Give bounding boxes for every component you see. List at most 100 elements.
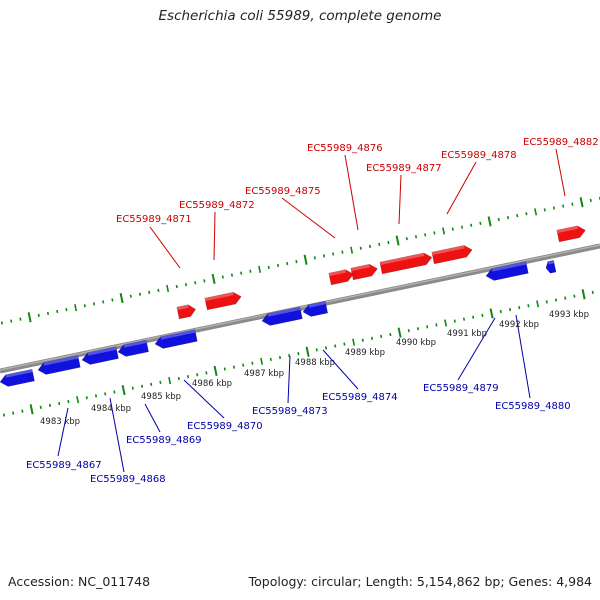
- scale-tick: [479, 221, 482, 225]
- scale-tick: [175, 284, 178, 289]
- scale-tick: [581, 289, 586, 300]
- reverse-gene-arrow: [302, 300, 329, 317]
- scale-tick: [74, 304, 78, 312]
- forward-gene-arrow: [350, 263, 378, 281]
- forward-gene-leader: [555, 148, 566, 197]
- reverse-gene-arrow: [545, 259, 557, 274]
- scale-tick: [159, 380, 162, 385]
- forward-gene-label: EC55989_4877: [366, 163, 442, 174]
- scale-tick: [506, 215, 510, 220]
- scale-tick: [286, 261, 289, 266]
- reverse-gene-leader: [457, 317, 496, 381]
- scale-tick: [472, 315, 475, 319]
- scale-tick: [361, 338, 364, 342]
- forward-gene-label: EC55989_4871: [116, 214, 192, 225]
- scale-tick: [92, 302, 96, 306]
- reverse-gene-label: EC55989_4874: [322, 392, 398, 403]
- reverse-gene-arrow: [81, 346, 119, 365]
- scale-tick: [324, 346, 328, 350]
- reverse-gene-arrow-shade: [123, 340, 147, 348]
- scale-tick: [157, 288, 160, 293]
- scale-tick: [131, 386, 134, 390]
- scale-tick: [470, 223, 473, 227]
- scale-tick: [416, 327, 420, 331]
- scale-tick: [221, 275, 224, 279]
- reverse-gene-arrow-shade: [5, 369, 33, 378]
- reverse-gene-arrow: [37, 355, 81, 375]
- scale-tick: [111, 298, 114, 302]
- scale-tick: [251, 361, 254, 365]
- scale-tick: [138, 292, 142, 296]
- scale-tick: [389, 332, 392, 337]
- scale-tick: [305, 346, 310, 357]
- forward-gene-leader: [149, 226, 181, 269]
- scale-tick: [462, 317, 466, 321]
- forward-gene-label: EC55989_4882: [523, 137, 599, 148]
- scale-tick: [499, 309, 502, 314]
- reverse-gene-label: EC55989_4873: [252, 406, 328, 417]
- scale-tick: [525, 212, 528, 216]
- scale-tick: [552, 206, 556, 210]
- scale-tick: [211, 273, 216, 285]
- forward-gene-arrow-shade: [431, 245, 465, 256]
- reverse-gene-arrow-shade: [547, 260, 555, 265]
- accession-text: Accession: NC_011748: [8, 574, 151, 589]
- scale-tick: [48, 403, 52, 408]
- scale-tick: [334, 344, 337, 348]
- kbp-label: 4990 kbp: [396, 338, 436, 348]
- reverse-gene-leader: [57, 407, 69, 457]
- scale-tick: [395, 235, 400, 246]
- scale-tick: [442, 227, 446, 235]
- scale-ticks-bottom: [2, 289, 594, 417]
- scale-tick: [579, 197, 584, 208]
- scale-tick: [444, 319, 448, 327]
- scale-tick: [168, 376, 172, 385]
- scale-tick: [104, 392, 107, 396]
- scale-tick: [487, 216, 492, 227]
- scale-tick: [27, 312, 32, 323]
- scale-tick: [414, 235, 418, 239]
- reverse-gene-leader: [287, 355, 291, 404]
- reverse-genes: [0, 259, 557, 387]
- scale-tick: [359, 246, 362, 250]
- reverse-gene-arrow: [117, 339, 149, 357]
- kbp-label: 4987 kbp: [244, 369, 284, 379]
- scale-tick: [46, 311, 50, 316]
- reverse-gene-label: EC55989_4880: [495, 401, 571, 412]
- scale-tick: [148, 290, 151, 294]
- scale-tick: [12, 411, 15, 415]
- reverse-gene-leader: [183, 379, 225, 419]
- scale-tick: [516, 214, 519, 218]
- scale-tick: [424, 233, 427, 237]
- kbp-labels: 4983 kbp 4984 kbp 4985 kbp 4986 kbp 4987 kbp…: [40, 310, 589, 427]
- scale-tick: [405, 237, 408, 241]
- forward-genes: [176, 225, 586, 320]
- reverse-gene-arrow: [485, 261, 529, 281]
- scale-tick: [230, 273, 234, 277]
- scale-tick: [276, 263, 280, 268]
- scale-tick: [341, 250, 344, 254]
- scale-tick: [65, 307, 68, 312]
- scale-tick: [102, 300, 105, 304]
- scale-tick: [543, 208, 546, 212]
- reverse-gene-arrow: [0, 368, 35, 387]
- forward-gene-leader: [344, 154, 359, 231]
- scale-tick: [258, 265, 262, 273]
- forward-gene-arrow: [431, 245, 473, 265]
- scale-tick: [0, 321, 4, 325]
- kbp-label: 4986 kbp: [192, 379, 232, 389]
- scale-tick: [205, 371, 208, 375]
- forward-gene-arrow: [176, 304, 197, 320]
- scale-tick: [19, 317, 22, 321]
- forward-gene-label: EC55989_4878: [441, 150, 517, 161]
- forward-gene-leader: [213, 211, 216, 261]
- scale-tick: [407, 329, 410, 333]
- forward-gene-label: EC55989_4876: [307, 143, 383, 154]
- kbp-label: 4993 kbp: [549, 310, 589, 320]
- forward-gene-leader: [281, 197, 336, 239]
- scale-tick: [140, 384, 144, 388]
- scale-tick: [223, 367, 226, 371]
- scale-tick: [213, 365, 218, 377]
- reverse-gene-label: EC55989_4870: [187, 421, 263, 432]
- reverse-gene-arrow-shade: [87, 346, 117, 356]
